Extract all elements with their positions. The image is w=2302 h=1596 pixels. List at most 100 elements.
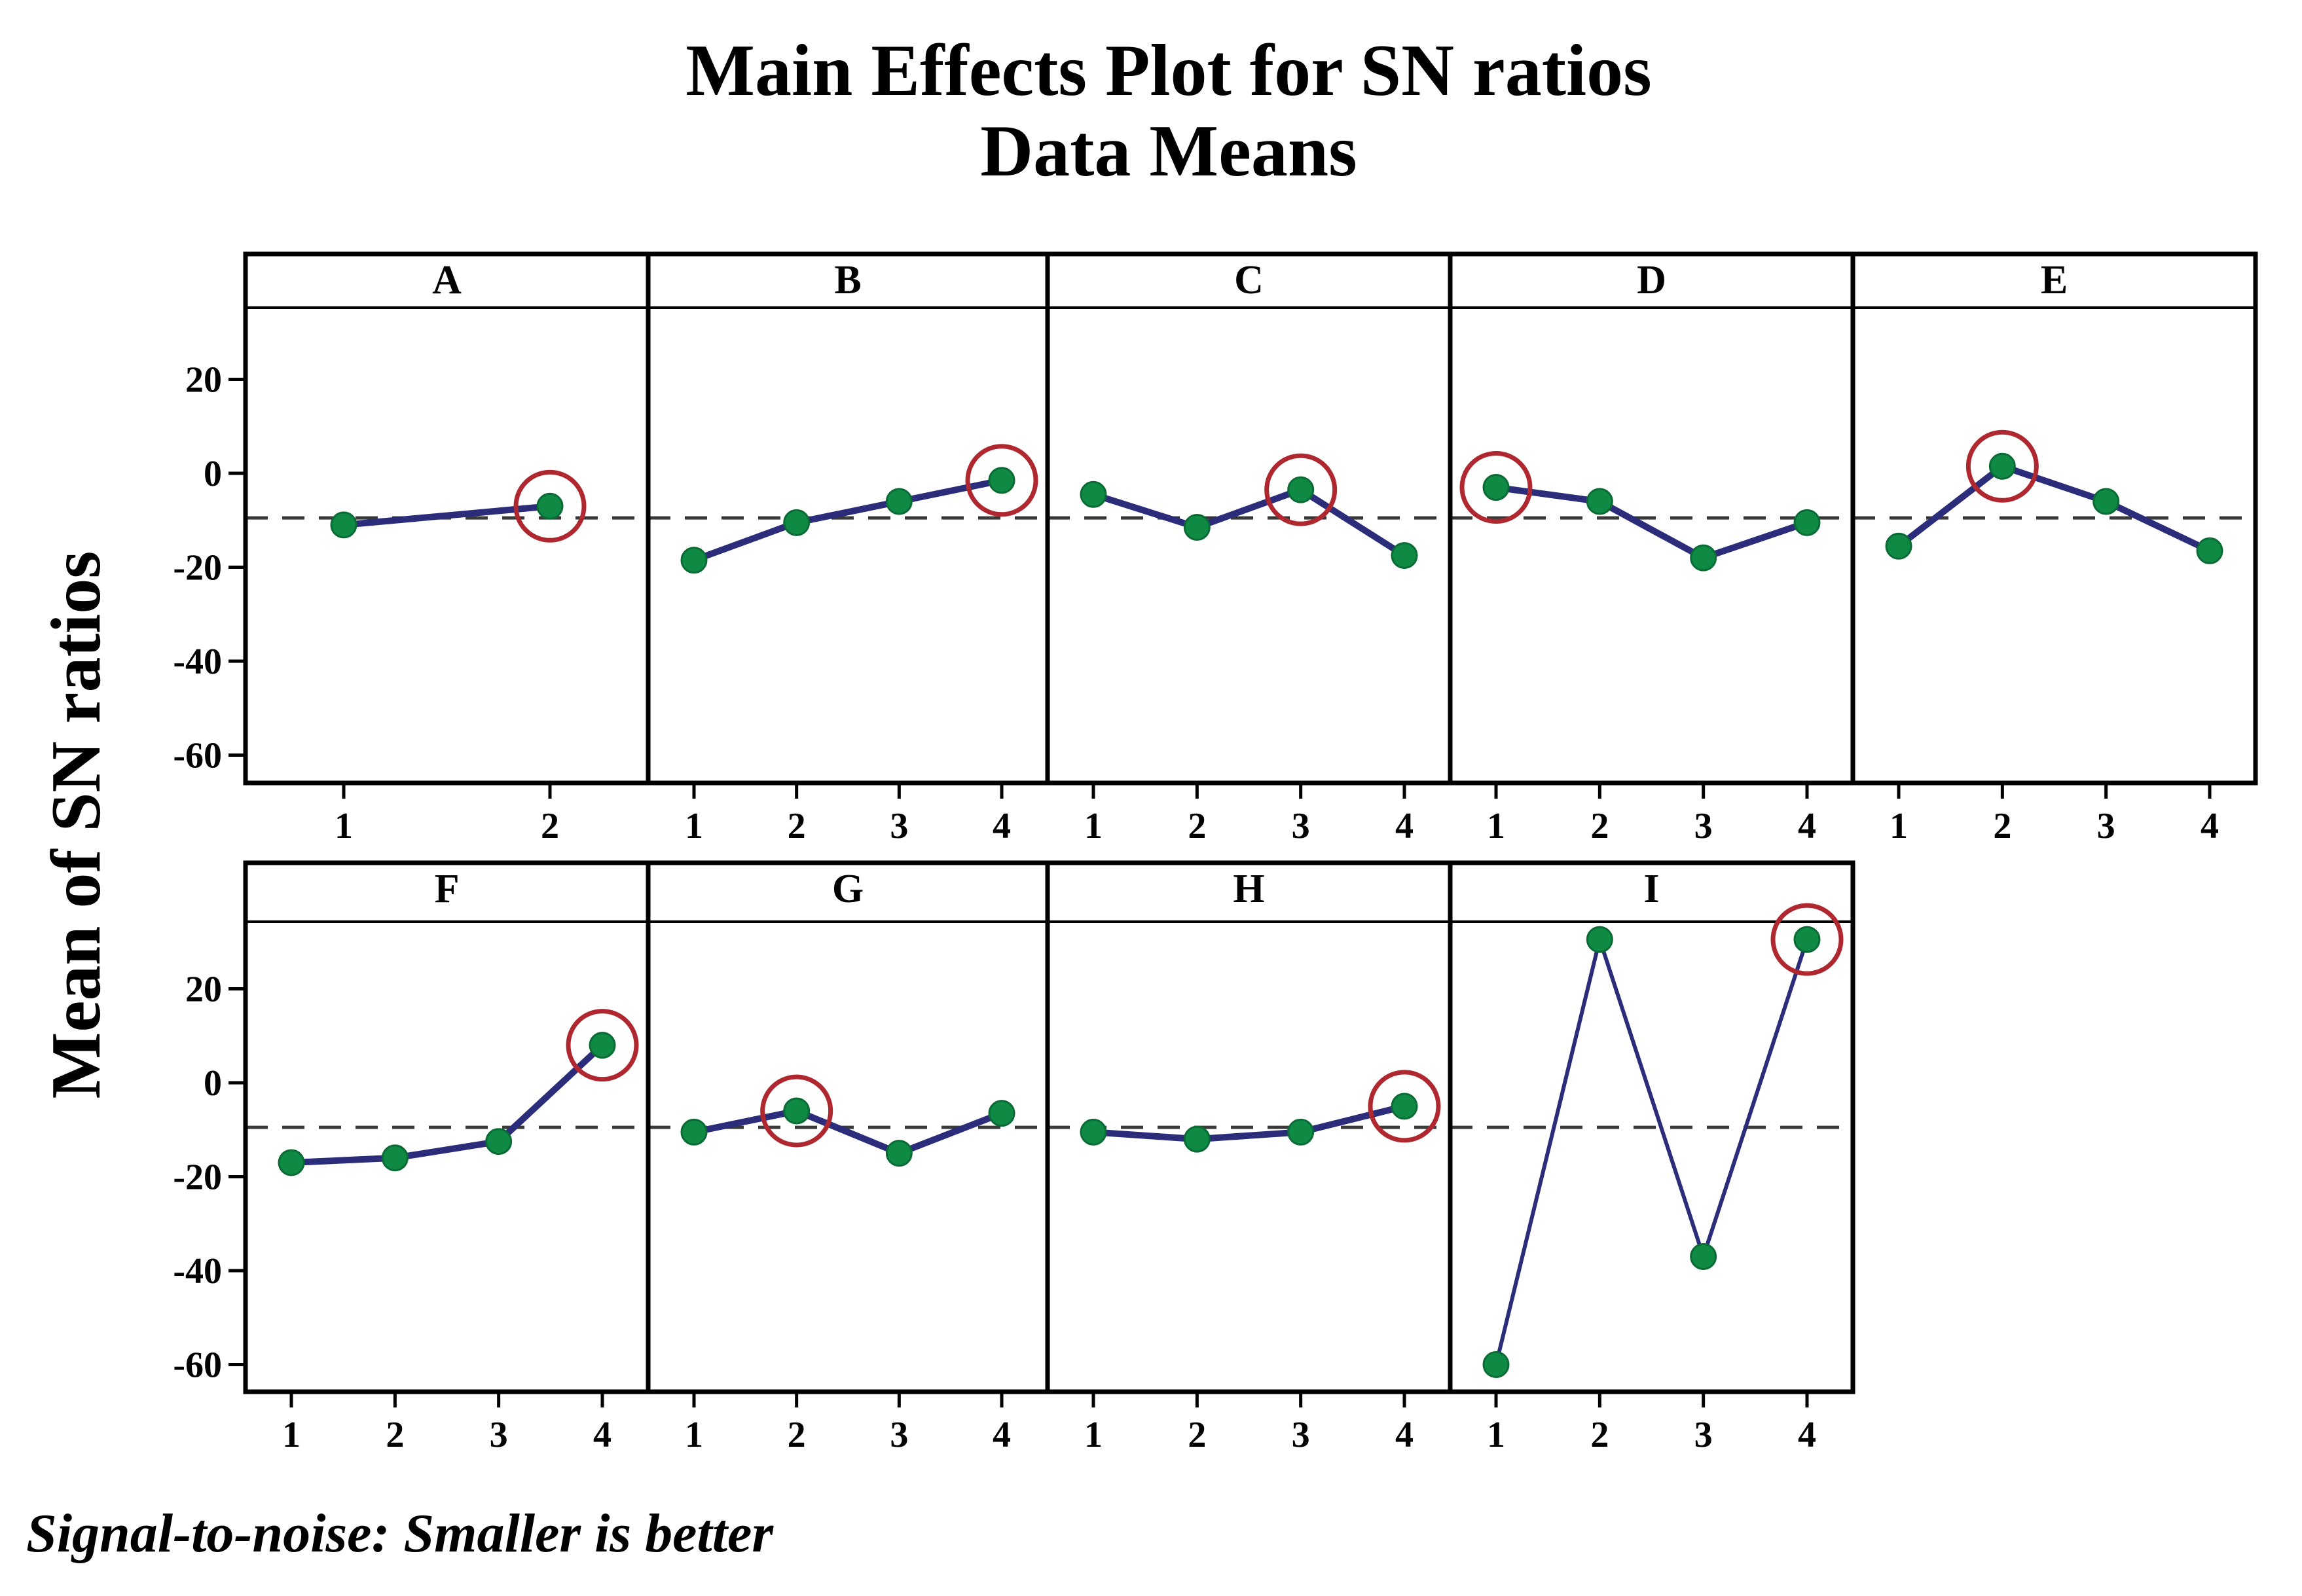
x-tick-label: 4 <box>1395 806 1414 846</box>
data-point <box>1586 488 1613 515</box>
data-point <box>783 509 811 536</box>
x-tick-label: 4 <box>1395 1415 1414 1455</box>
data-point <box>381 1144 409 1172</box>
series-line <box>693 477 1003 564</box>
data-point <box>485 1128 513 1155</box>
x-tick-label: 1 <box>685 806 703 846</box>
x-tick-label: 3 <box>890 806 908 846</box>
optimal-level-marker <box>1459 451 1533 524</box>
data-point <box>2196 537 2223 564</box>
x-tick-label: 1 <box>1084 1415 1103 1455</box>
data-point <box>1885 532 1912 560</box>
data-point <box>1482 474 1510 501</box>
x-tick-label: 2 <box>1993 806 2011 846</box>
data-point <box>988 1100 1015 1127</box>
x-tick-label: 3 <box>2097 806 2115 846</box>
y-tick-label: -60 <box>173 736 222 776</box>
optimal-level-marker <box>760 1074 833 1148</box>
series-line <box>1495 484 1808 562</box>
chart-subtitle: Data Means <box>980 111 1357 192</box>
data-point <box>1586 926 1613 953</box>
x-tick-label: 1 <box>685 1415 703 1455</box>
data-point <box>1183 1125 1211 1153</box>
optimal-level-marker <box>1368 1070 1441 1143</box>
x-tick-label: 3 <box>490 1415 508 1455</box>
data-point <box>1391 1093 1418 1120</box>
series-line <box>1896 463 2212 554</box>
x-tick-label: 3 <box>1694 1415 1713 1455</box>
x-tick-label: 3 <box>890 1415 908 1455</box>
x-tick-label: 3 <box>1292 806 1310 846</box>
series-line <box>1093 1103 1406 1143</box>
x-tick-label: 4 <box>593 1415 612 1455</box>
data-point <box>330 511 357 539</box>
data-point <box>988 467 1015 494</box>
panels-layer: 20 0 -20 -40 -60 A 1 2 B 1 2 3 4 C 1 2 3 4 D 1 2 3 4 E 1 2 3 4 20 0 -2… <box>173 251 2258 1455</box>
series-line <box>693 1108 1003 1157</box>
y-tick-label: -60 <box>173 1345 222 1386</box>
optimal-level-marker <box>1264 453 1338 526</box>
x-tick-label: 3 <box>1292 1415 1310 1455</box>
x-tick-label: 2 <box>1188 806 1206 846</box>
data-point <box>536 492 564 520</box>
panel-strip-label: C <box>1234 258 1264 302</box>
y-tick-label: 20 <box>185 970 222 1010</box>
panel-strip-label: E <box>2041 258 2068 302</box>
x-tick-label: 1 <box>1084 806 1103 846</box>
data-point <box>1287 1118 1315 1146</box>
data-point <box>278 1149 305 1176</box>
optimal-level-marker <box>566 1009 639 1082</box>
y-tick-label: 0 <box>204 1063 222 1104</box>
data-point <box>1287 476 1315 503</box>
data-point <box>885 1140 913 1167</box>
x-tick-label: 2 <box>1590 1415 1609 1455</box>
x-tick-label: 3 <box>1694 806 1713 846</box>
data-point <box>2092 488 2120 515</box>
x-tick-label: 4 <box>993 1415 1011 1455</box>
panel-frame <box>1850 251 2258 786</box>
x-tick-label: 4 <box>2201 806 2219 846</box>
x-tick-label: 2 <box>1590 806 1609 846</box>
data-point <box>1391 542 1418 570</box>
data-point <box>1080 1118 1107 1146</box>
panel-strip-label: A <box>432 258 462 302</box>
panel-strip-label: B <box>834 258 861 302</box>
panel-strip-label: G <box>832 867 864 911</box>
x-tick-label: 2 <box>788 806 806 846</box>
x-tick-label: 1 <box>335 806 353 846</box>
footnote: Signal-to-noise: Smaller is better <box>26 1503 774 1564</box>
x-tick-label: 4 <box>1798 806 1816 846</box>
x-tick-label: 2 <box>1188 1415 1206 1455</box>
y-axis-label: Mean of SN ratios <box>37 551 115 1099</box>
data-point <box>1793 509 1821 536</box>
x-tick-label: 1 <box>1487 1415 1505 1455</box>
y-tick-label: -40 <box>173 642 222 682</box>
data-point <box>680 1118 708 1146</box>
series-line <box>1092 486 1406 558</box>
panel-frame <box>1448 860 1855 1394</box>
optimal-level-marker <box>1770 903 1844 976</box>
y-tick-label: 20 <box>185 360 222 401</box>
data-point <box>1080 481 1107 508</box>
data-point <box>783 1097 811 1125</box>
x-tick-label: 2 <box>386 1415 404 1455</box>
optimal-level-marker <box>1965 429 2039 503</box>
optimal-level-marker <box>513 469 587 543</box>
x-tick-label: 1 <box>1890 806 1908 846</box>
y-tick-label: -40 <box>173 1251 222 1292</box>
data-point <box>1183 514 1211 541</box>
y-tick-label: -20 <box>173 548 222 589</box>
data-point <box>1793 926 1821 953</box>
series-line <box>1494 937 1809 1366</box>
chart-title: Main Effects Plot for SN ratios <box>685 30 1651 111</box>
x-tick-label: 4 <box>1798 1415 1816 1455</box>
y-tick-label: -20 <box>173 1157 222 1198</box>
data-point <box>1690 1242 1717 1270</box>
panel-strip-label: I <box>1643 867 1659 911</box>
panel-strip-label: D <box>1637 258 1666 302</box>
panel-strip-label: F <box>435 867 460 911</box>
data-point <box>1690 544 1717 571</box>
x-tick-label: 2 <box>788 1415 806 1455</box>
data-point <box>885 488 913 515</box>
